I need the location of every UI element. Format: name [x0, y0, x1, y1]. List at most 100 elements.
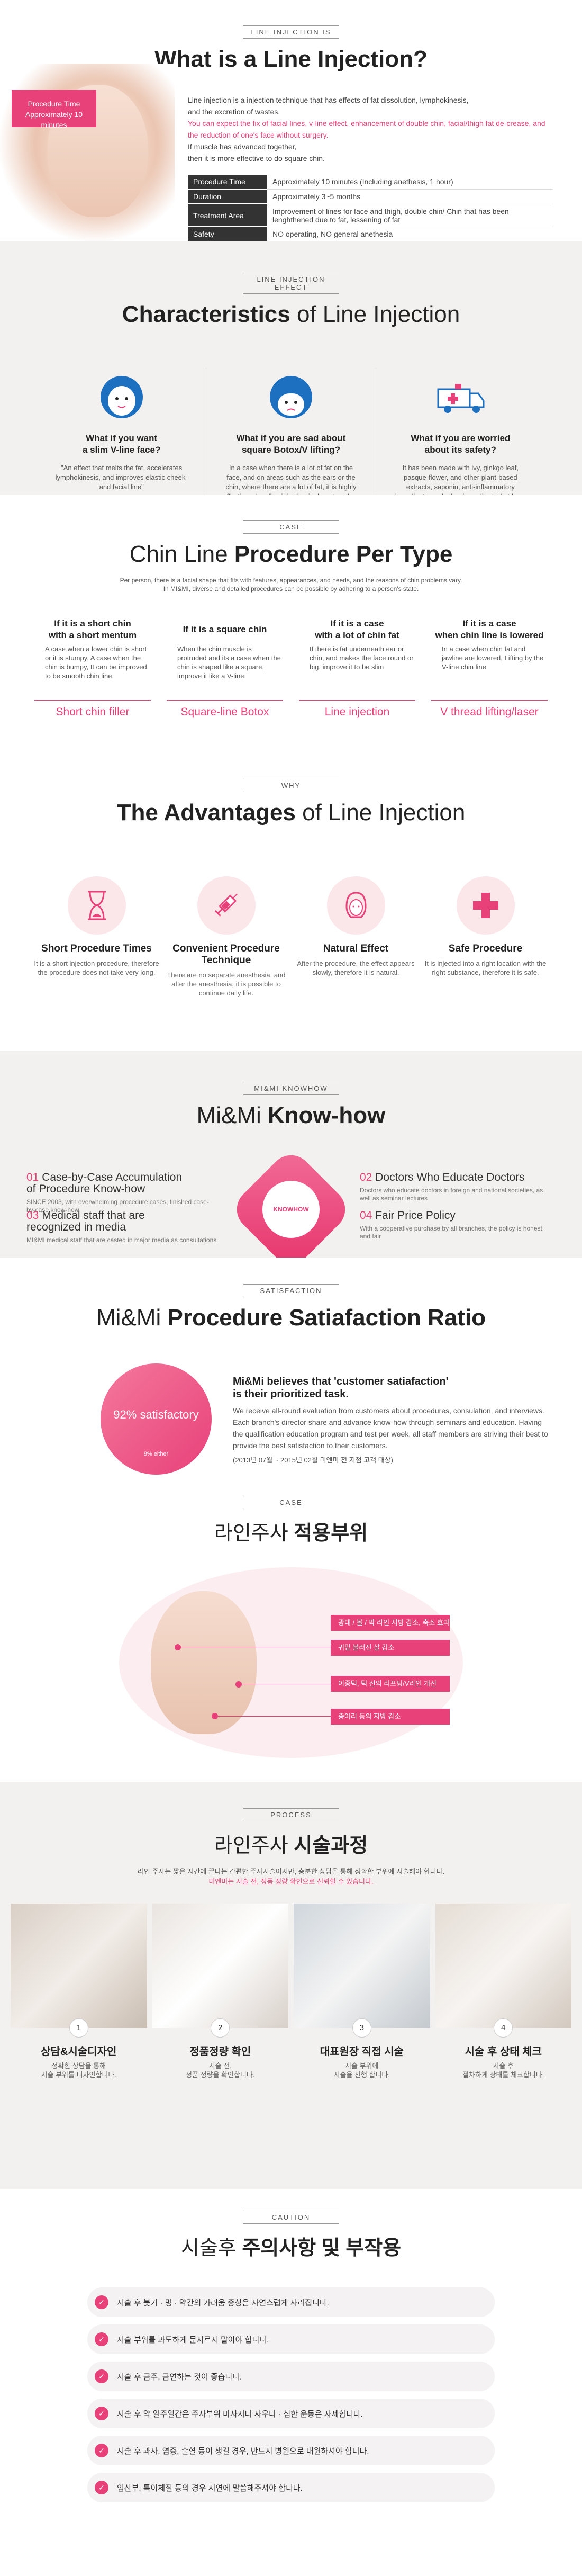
intro-text: Line injection is a injection technique …	[188, 94, 553, 164]
section-title: What is a Line Injection?	[154, 46, 428, 72]
list-item: ✓ 시술 부위를 과도하게 문지르지 말아야 합니다.	[87, 2324, 495, 2354]
row-key: Safety	[188, 227, 267, 241]
satisfaction-circle: 92% satisfactory 8% either	[101, 1363, 212, 1475]
chin-type-card: If it is a case with a lot of chin fat If…	[291, 618, 423, 719]
knowhow-item: 02 Doctors Who Educate Doctors Doctors w…	[360, 1171, 543, 1202]
area-marker	[212, 1713, 218, 1719]
procedure-label: Line injection	[299, 700, 415, 719]
step-title: 정품정량 확인	[189, 2046, 251, 2058]
check-icon: ✓	[95, 2369, 108, 2383]
card-text: After the procedure, the effect appears …	[297, 959, 415, 976]
step-number: 1	[69, 2018, 88, 2038]
knowhow-item: 03 Medical staff that are recognized in m…	[26, 1209, 217, 1244]
checkup-photo	[435, 1904, 571, 2028]
knowhow-item: 04 Fair Price Policy With a cooperative …	[360, 1209, 542, 1241]
consultation-photo	[11, 1904, 147, 2028]
sad-face-icon	[262, 368, 320, 426]
table-row: Safety NO operating, NO general anethesia	[188, 227, 553, 241]
chin-type-card: If it is a case when chin line is lowered…	[423, 618, 556, 719]
section-tag: CASE	[243, 520, 339, 534]
info-table: Procedure Time Approximately 10 minutes (…	[188, 175, 553, 241]
section-title: 라인주사 적용부위	[214, 1522, 368, 1545]
advantage-card: Safe Procedure It is injected into a rig…	[421, 876, 550, 998]
procedure-label: V thread lifting/laser	[431, 700, 548, 719]
card-heading: If it is a short chin with a short mentum	[48, 618, 137, 640]
card-text: It has been made with ivy, ginkgo leaf, …	[394, 464, 526, 495]
card-text: When the chin muscle is protruded and it…	[177, 645, 281, 680]
card-heading: What if you are worried about its safety?	[411, 433, 511, 455]
table-row: Treatment Area Improvement of lines for f…	[188, 204, 553, 227]
list-item: ✓ 시술 후 붓기 · 멍 · 약간의 가려움 증상은 자연스럽게 사라집니다.	[87, 2287, 495, 2317]
model-face-image	[151, 1591, 257, 1734]
pointer-line	[218, 1716, 331, 1717]
row-key: Procedure Time	[188, 175, 267, 190]
process-row: 1 상담&시술디자인 정확한 상담을 통해 시술 부위를 디자인합니다. 2 정품…	[8, 1904, 574, 2079]
card-text: In a case when there is a lot of fat on …	[223, 464, 359, 495]
area-pill: 이중턱, 턱 선의 리프팅/V라인 개선	[331, 1676, 450, 1692]
intro-line: then it is more effective to do square c…	[188, 154, 325, 163]
section-title: Mi&Mi Procedure Satiafaction Ratio	[96, 1305, 486, 1331]
procedure-time-badge: Procedure Time Approximately 10 minutes	[12, 90, 96, 129]
check-product-photo	[152, 1904, 288, 2028]
step-text: 시술 전, 정품 정량을 확인합니다.	[186, 2062, 255, 2079]
medical-cross-icon	[456, 876, 515, 935]
process-step: 2 정품정량 확인 시술 전, 정품 정량을 확인합니다.	[152, 1904, 288, 2079]
section-subtitle: Per person, there is a facial shape that…	[120, 577, 462, 593]
card-heading: Natural Effect	[323, 943, 389, 954]
syringe-icon	[197, 876, 256, 935]
process-step: 4 시술 후 상태 체크 시술 후 절차하게 상태를 체크합니다.	[435, 1904, 571, 2079]
list-item: ✓ 시술 후 금주, 금연하는 것이 좋습니다.	[87, 2362, 495, 2391]
step-number: 3	[352, 2018, 371, 2038]
section-title: 라인주사 시술과정	[214, 1835, 368, 1857]
intro-highlight: You can expect the fix of facial lines, …	[188, 119, 545, 139]
advantage-card: Short Procedure Times It is a short inje…	[32, 876, 161, 998]
row-value: Approximately 3~5 months	[267, 189, 553, 204]
area-marker	[175, 1644, 181, 1650]
intro-line: If muscle has advanced together,	[188, 142, 297, 151]
section-title: 시술후 주의사항 및 부작용	[180, 2237, 402, 2259]
card-text: "An effect that melts the fat, accelerat…	[55, 464, 188, 491]
procedure-label: Square-line Botox	[167, 700, 283, 719]
section-advantages: WHY The Advantages of Line Injection Sho…	[0, 755, 582, 1051]
card-text: It is a short injection procedure, there…	[34, 959, 159, 976]
section-knowhow: MI&MI KNOWHOW Mi&Mi Know-how KNOWHOW 01 …	[0, 1051, 582, 1258]
section-title: The Advantages of Line Injection	[116, 800, 466, 825]
card-heading: If it is a case when chin line is lowered	[435, 618, 544, 640]
table-row: Duration Approximately 3~5 months	[188, 189, 553, 204]
list-item: ✓ 임산부, 특이체질 등의 경우 시연에 말씀해주셔야 합니다.	[87, 2473, 495, 2502]
card-heading: What if you are sad about square Botox/V …	[236, 433, 346, 455]
card-heading: If it is a square chin	[183, 624, 267, 634]
card-heading: If it is a case with a lot of chin fat	[315, 618, 399, 640]
section-tag: SATISFACTION	[243, 1284, 339, 1297]
step-title: 시술 후 상태 체크	[465, 2046, 542, 2058]
section-chin-types: CASE Chin Line Procedure Per Type Per pe…	[0, 495, 582, 755]
row-key: Treatment Area	[188, 204, 267, 227]
section-tag: LINE INJECTION EFFECT	[243, 273, 339, 294]
card-heading: What if you want a slim V-line face?	[82, 433, 161, 455]
section-tag: LINE INJECTION IS	[243, 25, 339, 39]
section-tag: WHY	[243, 779, 339, 792]
step-text: 시술 부위에 시술을 진행 합니다.	[333, 2062, 390, 2079]
intro-line: and the excretion of wastes.	[188, 107, 280, 116]
either-value: 8% either	[143, 1451, 169, 1457]
satisfaction-value: 92% satisfactory	[113, 1408, 199, 1421]
card-text: A case when a lower chin is short or it …	[45, 645, 147, 680]
row-value: Improvement of lines for face and thigh,…	[267, 204, 553, 227]
check-icon: ✓	[95, 2444, 108, 2457]
intro-line: Line injection is a injection technique …	[188, 96, 469, 104]
characteristic-card: What if you are worried about its safety?…	[375, 368, 545, 495]
section-title: Mi&Mi Know-how	[196, 1102, 386, 1128]
card-text: There are no separate anesthesia, and af…	[167, 971, 286, 997]
chin-type-card: If it is a short chin with a short mentum…	[26, 618, 159, 719]
knowhow-item: 01 Case-by-Case Accumulation of Procedure…	[26, 1171, 209, 1214]
caution-list: ✓ 시술 후 붓기 · 멍 · 약간의 가려움 증상은 자연스럽게 사라집니다. …	[87, 2287, 495, 2510]
advantage-card: Convenient Procedure Technique There are…	[161, 876, 291, 998]
section-process: PROCESS 라인주사 시술과정 라인 주사는 짧은 시간에 끝나는 간편한 …	[0, 1782, 582, 2189]
characteristic-card: What if you want a slim V-line face? "An …	[37, 368, 206, 495]
section-tag: CAUTION	[243, 2211, 339, 2224]
step-number: 2	[211, 2018, 230, 2038]
check-icon: ✓	[95, 2295, 108, 2309]
advantages-row: Short Procedure Times It is a short inje…	[32, 876, 550, 998]
slim-face-icon	[93, 368, 151, 426]
step-title: 대표원장 직접 시술	[320, 2046, 404, 2058]
